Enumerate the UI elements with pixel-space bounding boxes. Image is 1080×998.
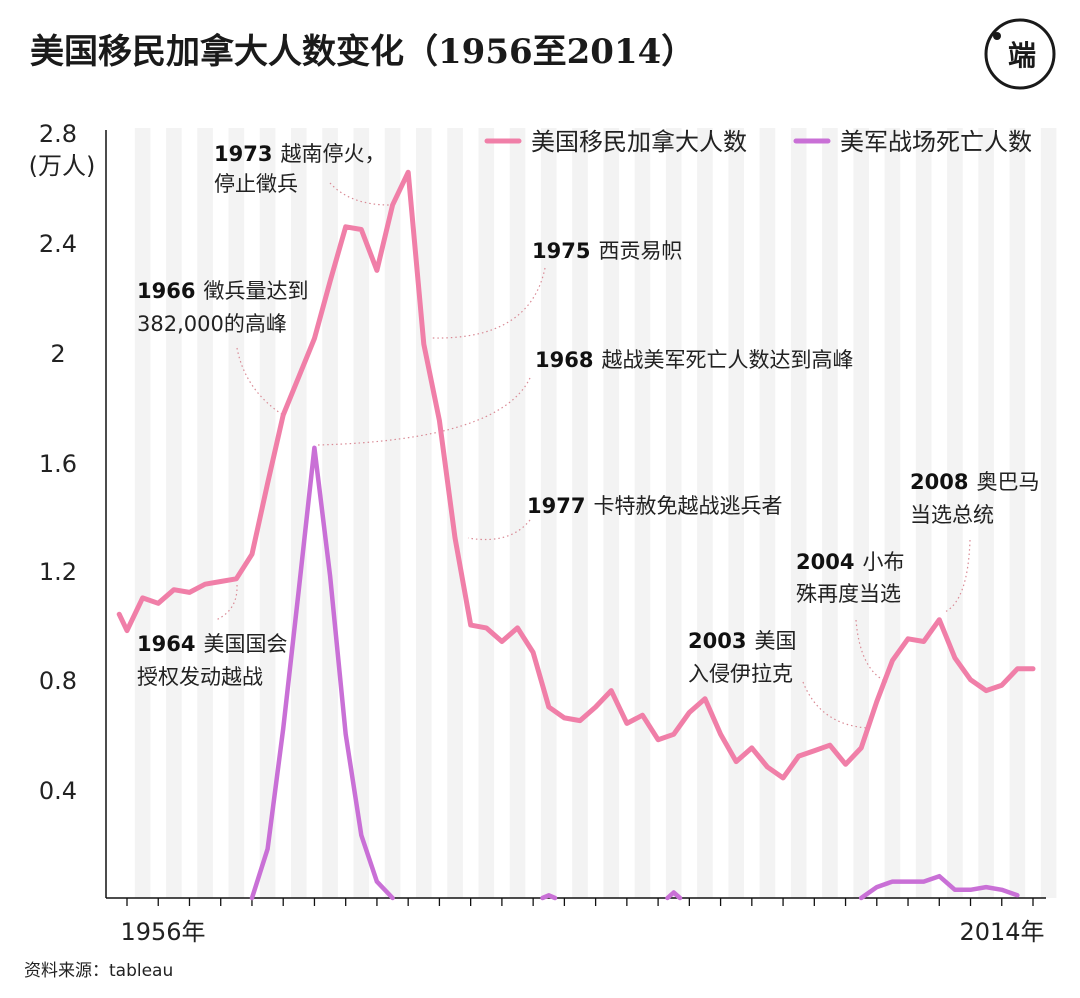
annotation-2008: 2008 奥巴马 bbox=[910, 470, 1039, 494]
annotation-text: 西贡易帜 bbox=[598, 239, 682, 263]
axes bbox=[105, 130, 1046, 906]
background-band bbox=[728, 128, 745, 898]
background-band bbox=[447, 128, 463, 898]
y-axis-unit: (万人) bbox=[29, 152, 96, 180]
annotation-year: 2004 bbox=[796, 550, 854, 574]
annotation-1966-line2: 382,000的高峰 bbox=[137, 312, 287, 336]
legend-label-deaths: 美军战场死亡人数 bbox=[840, 128, 1032, 156]
background-band bbox=[853, 128, 869, 898]
background-band bbox=[947, 128, 963, 898]
series-layer bbox=[116, 169, 1036, 901]
annotation-year: 1973 bbox=[214, 142, 272, 166]
annotation-text: 美国国会 bbox=[203, 632, 287, 656]
background-band bbox=[822, 128, 838, 898]
background-band bbox=[353, 128, 370, 898]
background-band bbox=[790, 128, 807, 898]
annotation-2004-line2: 殊再度当选 bbox=[796, 582, 901, 606]
x-tick-label-start: 1956年 bbox=[120, 918, 205, 946]
y-tick-label: 2 bbox=[50, 340, 65, 368]
annotation-year: 1966 bbox=[137, 279, 195, 303]
page-title: 美国移民加拿大人数变化（1956至2014） bbox=[30, 32, 695, 72]
annotation-1964: 1964 美国国会 bbox=[137, 632, 287, 656]
logo-circle bbox=[984, 18, 1056, 90]
leader-2003 bbox=[802, 681, 869, 729]
background-band bbox=[415, 128, 432, 898]
annotation-1977: 1977 卡特赦免越战逃兵者 bbox=[527, 494, 782, 518]
annotation-year: 2008 bbox=[910, 470, 968, 494]
background-band bbox=[509, 128, 526, 898]
annotation-2003-line2: 入侵伊拉克 bbox=[688, 662, 793, 686]
series-line-deaths bbox=[249, 445, 395, 901]
annotation-text: 越南停火， bbox=[280, 142, 385, 166]
annotation-2008-line2: 当选总统 bbox=[910, 503, 994, 527]
background-band bbox=[634, 128, 651, 898]
y-tick-label: 1.2 bbox=[39, 558, 77, 586]
background-band bbox=[384, 128, 401, 898]
logo: 端 bbox=[984, 18, 1056, 90]
background-band bbox=[478, 128, 495, 898]
series-line-deaths-recent bbox=[858, 873, 1020, 901]
annotation-1968: 1968 越战美军死亡人数达到高峰 bbox=[535, 348, 853, 372]
annotation-leaders bbox=[215, 182, 971, 729]
background-band bbox=[665, 128, 682, 898]
background-band bbox=[291, 128, 307, 898]
leader-1977 bbox=[467, 519, 531, 541]
y-tick-label: 0.8 bbox=[39, 667, 77, 695]
background-band bbox=[978, 128, 994, 898]
leader-2004 bbox=[855, 619, 888, 683]
annotation-text: 小布 bbox=[862, 550, 904, 574]
annotation-text: 徵兵量达到 bbox=[203, 279, 308, 303]
background-band bbox=[1040, 128, 1057, 898]
background-band bbox=[259, 128, 276, 898]
y-tick-label: 2.8 bbox=[39, 120, 77, 148]
background-band bbox=[322, 128, 338, 898]
background-band bbox=[884, 128, 901, 898]
y-tick-label: 2.4 bbox=[39, 230, 77, 258]
background-band bbox=[759, 128, 776, 898]
background-band bbox=[1009, 128, 1026, 898]
annotation-year: 1964 bbox=[137, 632, 195, 656]
annotation-text: 美国 bbox=[754, 629, 796, 653]
x-axis-ticks bbox=[126, 898, 1034, 906]
x-tick-label-end: 2014年 bbox=[959, 918, 1044, 946]
source-note: 资料来源：tableau bbox=[24, 961, 173, 981]
annotation-1973: 1973 越南停火， bbox=[214, 142, 385, 166]
annotation-year: 2003 bbox=[688, 629, 746, 653]
annotation-2003: 2003 美国 bbox=[688, 629, 796, 653]
background-band bbox=[572, 128, 588, 898]
leader-1973 bbox=[329, 182, 391, 206]
annotation-text: 越战美军死亡人数达到高峰 bbox=[601, 348, 853, 372]
leader-1966 bbox=[236, 347, 284, 416]
background-band bbox=[603, 128, 620, 898]
y-tick-label: 1.6 bbox=[39, 450, 77, 478]
annotation-text: 卡特赦免越战逃兵者 bbox=[593, 494, 782, 518]
series-line-immigrants bbox=[116, 169, 1036, 781]
series-line-deaths-blip bbox=[665, 890, 683, 901]
annotation-year: 1975 bbox=[532, 239, 590, 263]
annotation-1964-line2: 授权发动越战 bbox=[137, 665, 263, 689]
background-band bbox=[134, 128, 151, 898]
background-band bbox=[915, 128, 932, 898]
logo-dot bbox=[993, 32, 1001, 40]
background-bands bbox=[134, 128, 1057, 898]
annotation-year: 1968 bbox=[535, 348, 593, 372]
legend-label-immigrants: 美国移民加拿大人数 bbox=[531, 128, 747, 156]
background-band bbox=[228, 128, 245, 898]
annotation-2004: 2004 小布 bbox=[796, 550, 904, 574]
background-band bbox=[540, 128, 557, 898]
annotation-1973-line2: 停止徵兵 bbox=[214, 172, 298, 196]
background-band bbox=[197, 128, 213, 898]
annotation-1966: 1966 徵兵量达到 bbox=[137, 279, 308, 303]
logo-glyph: 端 bbox=[1008, 39, 1036, 72]
annotation-year: 1977 bbox=[527, 494, 585, 518]
y-axis-labels: 2.8 (万人) 2.4 2 1.6 1.2 0.8 0.4 bbox=[29, 120, 96, 805]
annotation-1975: 1975 西贡易帜 bbox=[532, 239, 682, 263]
series-line-deaths-blip bbox=[540, 893, 558, 901]
legend: 美国移民加拿大人数 美军战场死亡人数 bbox=[484, 128, 1032, 156]
background-band bbox=[166, 128, 182, 898]
annotations: 1973 越南停火， 停止徵兵 1975 西贡易帜 1966 徵兵量达到 382,00… bbox=[137, 142, 1039, 689]
y-tick-label: 0.4 bbox=[39, 777, 77, 805]
annotation-text: 奥巴马 bbox=[976, 470, 1039, 494]
